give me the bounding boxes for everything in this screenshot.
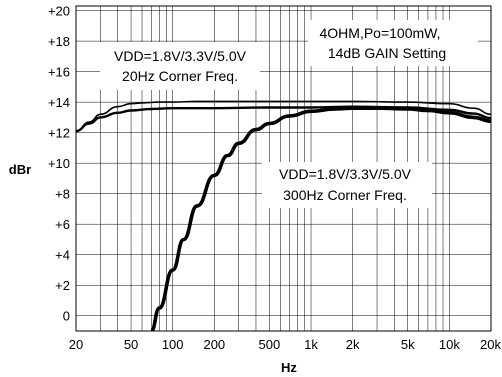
series-line-3 — [150, 106, 491, 331]
x-tick-label: 10k — [439, 337, 460, 352]
y-tick-label: +14 — [48, 95, 70, 110]
x-tick-label: 5k — [401, 337, 415, 352]
x-tick-label: 50 — [124, 337, 138, 352]
x-tick-label: 1k — [304, 337, 318, 352]
y-tick-label: +6 — [55, 217, 70, 232]
y-tick-label: +20 — [48, 4, 70, 19]
annotation-conditions-box — [308, 20, 478, 66]
y-tick-label: +8 — [55, 187, 70, 202]
y-tick-labels: 0 +2 +4 +6 +8 +10 +12 +14 +16 +18 +20 — [48, 4, 70, 324]
y-tick-label: +12 — [48, 126, 70, 141]
y-axis-label: dBr — [9, 162, 31, 177]
annotation-conditions-line2: 14dB GAIN Setting — [328, 45, 446, 61]
annotation-300hz-line2: 300Hz Corner Freq. — [283, 187, 407, 203]
x-tick-label: 100 — [162, 337, 184, 352]
series-line-1 — [76, 100, 491, 132]
series-group — [76, 100, 491, 331]
x-tick-label: 20k — [480, 337, 501, 352]
annotation-300hz-line1: VDD=1.8V/3.3V/5.0V — [279, 166, 412, 182]
plot-frame — [75, 5, 492, 332]
x-tick-label: 500 — [259, 337, 281, 352]
y-tick-label: +18 — [48, 34, 70, 49]
x-tick-label: 20 — [69, 337, 83, 352]
x-tick-label: 200 — [203, 337, 225, 352]
y-tick-label: +2 — [55, 278, 70, 293]
x-axis-label: Hz — [281, 360, 297, 375]
y-tick-label: +16 — [48, 65, 70, 80]
x-tick-labels: 20 50 100 200 500 1k 2k 5k 10k 20k — [69, 337, 502, 352]
y-tick-label: +10 — [48, 156, 70, 171]
x-tick-label: 2k — [346, 337, 360, 352]
y-tick-label: 0 — [63, 309, 70, 324]
annotation-20hz-line2: 20Hz Corner Freq. — [122, 68, 238, 84]
annotation-300hz-box — [262, 162, 432, 208]
annotation-20hz-box — [100, 42, 260, 90]
y-tick-label: +4 — [55, 248, 70, 263]
annotation-conditions-line1: 4OHM,Po=100mW, — [320, 25, 441, 41]
annotation-20hz-line1: VDD=1.8V/3.3V/5.0V — [114, 48, 247, 64]
